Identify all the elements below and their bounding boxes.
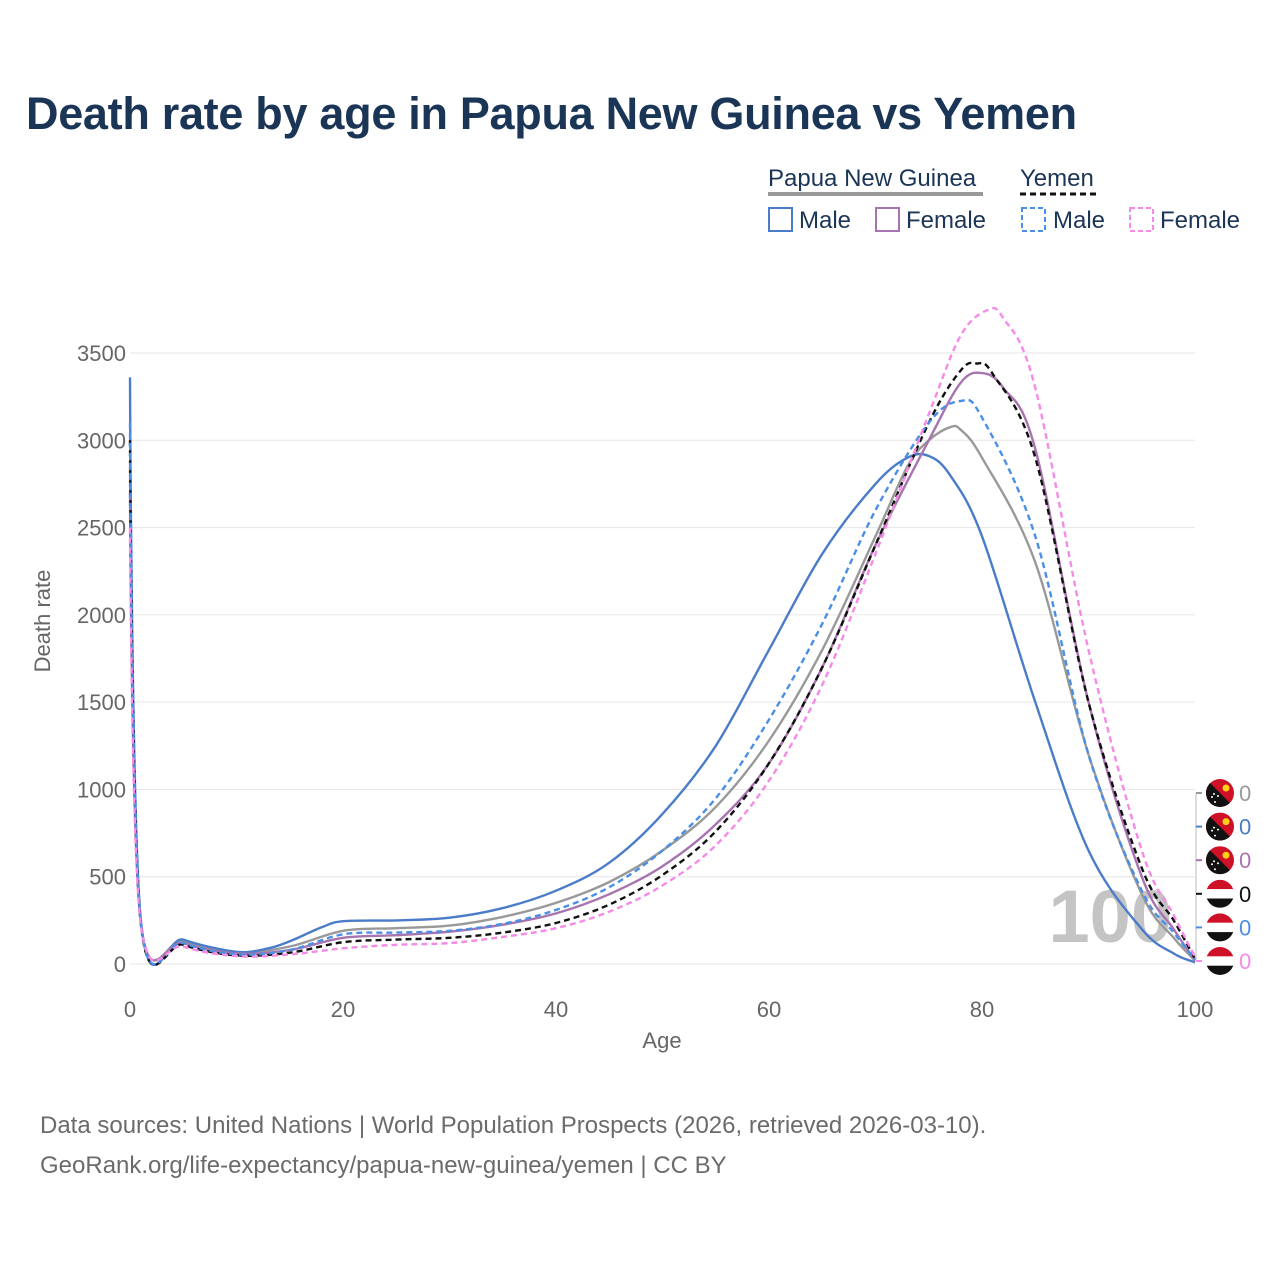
x-tick-label: 40	[544, 997, 568, 1022]
end-value-label: 0	[1239, 915, 1251, 940]
end-value-markers: 0 0 0 0 0 0	[1195, 779, 1251, 975]
legend-c1-female-label[interactable]: Female	[906, 207, 986, 234]
y-tick-label: 1500	[77, 690, 126, 715]
end-marker-yemen: 0	[1196, 947, 1251, 975]
y-tick-label: 2000	[77, 603, 126, 628]
y-axis-label: Death rate	[30, 570, 55, 673]
footer: Data sources: United Nations | World Pop…	[40, 1106, 986, 1186]
end-marker-yemen: 0	[1196, 913, 1251, 942]
x-tick-label: 80	[970, 997, 994, 1022]
x-tick-label: 20	[331, 997, 355, 1022]
yemen-flag-icon	[1206, 913, 1234, 942]
series-line-yemen-female[interactable]	[128, 306, 1197, 962]
x-axis-ticks: 0 20 40 60 80 100	[124, 997, 1213, 1022]
y-tick-label: 3000	[77, 428, 126, 453]
series-line-yemen-male[interactable]	[128, 398, 1196, 966]
chart-title: Death rate by age in Papua New Guinea vs…	[26, 88, 1077, 139]
yemen-flag-icon	[1206, 947, 1234, 975]
end-marker-papua-new-guinea: 0	[1196, 779, 1251, 807]
papua-new-guinea-flag-icon	[1206, 812, 1234, 841]
legend-country1-label[interactable]: Papua New Guinea	[768, 165, 977, 192]
end-marker-papua-new-guinea: 0	[1196, 812, 1251, 841]
x-tick-label: 60	[757, 997, 781, 1022]
end-value-label: 0	[1239, 781, 1251, 806]
end-value-label: 0	[1239, 848, 1251, 873]
legend-c1-female-swatch[interactable]	[875, 207, 900, 232]
series-line-yemen[interactable]	[128, 361, 1197, 966]
end-value-label: 0	[1239, 815, 1251, 840]
legend-c1-male-swatch[interactable]	[768, 207, 793, 232]
x-axis-label: Age	[642, 1028, 681, 1053]
legend-c2-female-label[interactable]: Female	[1160, 207, 1240, 234]
end-value-label: 0	[1239, 882, 1251, 907]
y-tick-label: 3500	[77, 341, 126, 366]
series-lines	[128, 306, 1197, 967]
series-line-papua-new-guinea[interactable]	[128, 424, 1196, 962]
footer-link[interactable]: GeoRank.org/life-expectancy/papua-new-gu…	[40, 1152, 727, 1179]
x-tick-label: 100	[1177, 997, 1214, 1022]
y-axis-ticks: 0 500 1000 1500 2000 2500 3000 3500	[77, 341, 126, 977]
y-tick-label: 0	[114, 952, 126, 977]
footer-sources: Data sources: United Nations | World Pop…	[40, 1112, 987, 1139]
end-marker-yemen: 0	[1196, 879, 1251, 908]
series-line-papua-new-guinea-male[interactable]	[128, 377, 1196, 967]
end-value-label: 0	[1239, 949, 1251, 974]
y-tick-label: 1000	[77, 777, 126, 802]
legend-country2-label[interactable]: Yemen	[1020, 165, 1094, 192]
yemen-flag-icon	[1206, 879, 1234, 908]
gridlines	[130, 352, 1195, 965]
legend-c2-male-swatch[interactable]	[1021, 207, 1046, 232]
y-tick-label: 500	[89, 865, 126, 890]
papua-new-guinea-flag-icon	[1206, 779, 1234, 807]
x-tick-label: 0	[124, 997, 136, 1022]
legend: Papua New Guinea Yemen Male Female Male …	[768, 165, 1240, 234]
papua-new-guinea-flag-icon	[1206, 846, 1234, 875]
legend-c2-female-swatch[interactable]	[1129, 207, 1154, 232]
y-tick-label: 2500	[77, 516, 126, 541]
end-marker-papua-new-guinea: 0	[1196, 846, 1251, 875]
legend-c1-male-label[interactable]: Male	[799, 207, 851, 234]
legend-c2-male-label[interactable]: Male	[1053, 207, 1105, 234]
